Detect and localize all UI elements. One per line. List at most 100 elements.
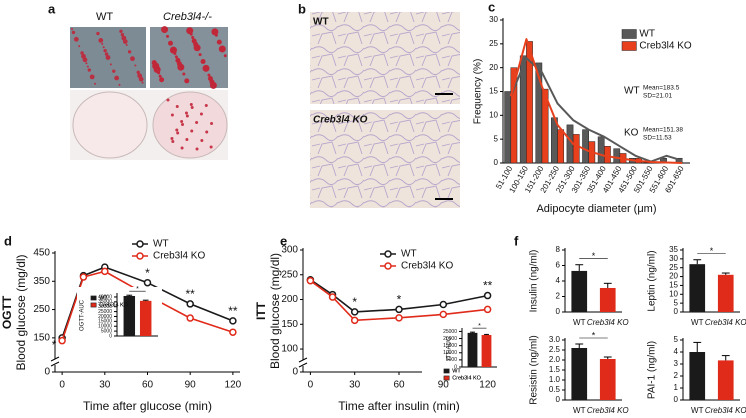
- x-axis-label: Time after glucose (min): [83, 399, 212, 413]
- stain-dot: [85, 62, 88, 65]
- data-point: [186, 300, 194, 308]
- y-tick-label: 15: [489, 87, 498, 96]
- y-tick-label: 30: [669, 254, 678, 263]
- bar: [689, 352, 706, 400]
- x-tick-label: 0: [59, 380, 65, 391]
- significance: *: [592, 251, 596, 261]
- stain-dot: [71, 28, 73, 30]
- fit-curve: [509, 57, 683, 163]
- stain-dot: [120, 33, 125, 37]
- stain-dot: [141, 81, 144, 84]
- dish: [152, 91, 228, 159]
- image-label: Creb3l4 KO: [313, 115, 368, 126]
- axis-break-mark: [50, 361, 60, 367]
- y-tick-label: 0.5: [549, 385, 561, 394]
- y-tick-label: 3.0: [549, 335, 561, 344]
- panel-b-images: [310, 12, 460, 208]
- y-tick-label: 25: [489, 39, 498, 48]
- stain-dot: [175, 105, 179, 108]
- stain-dot: [127, 50, 132, 54]
- series-line: [309, 279, 488, 313]
- stain-dot: [190, 129, 194, 133]
- y-tick-label: 2: [674, 371, 679, 380]
- x-tick-label: WT: [691, 406, 704, 415]
- y-axis-label: OGTT-AUC: [80, 299, 86, 331]
- legend-label: WT: [99, 295, 108, 301]
- panel-a-images: [70, 26, 228, 160]
- stain-dot: [94, 82, 97, 85]
- stain-dot: [189, 32, 193, 36]
- legend-label: Creb3l4 KO: [99, 302, 128, 308]
- stain-dot: [216, 39, 222, 45]
- stain-dot: [118, 83, 121, 86]
- legend-label: Creb3l4 KO: [99, 302, 128, 308]
- axis-break-mark: [298, 357, 308, 363]
- bar: [557, 129, 565, 164]
- stain-dot: [121, 35, 127, 41]
- data-point: [229, 317, 237, 325]
- stain-dot: [157, 71, 161, 75]
- stain-dot: [195, 121, 199, 124]
- y-tick-label: 4: [674, 347, 679, 356]
- stain-dot: [168, 40, 173, 46]
- panel-label: c: [488, 0, 495, 14]
- bar: [504, 91, 512, 164]
- y-tick-label: 10: [489, 110, 498, 119]
- y-tick-label: 20: [489, 63, 498, 72]
- legend-swatch: [621, 29, 637, 39]
- y-tick-label: 25: [669, 263, 678, 272]
- x-tick-label: 120: [225, 380, 242, 391]
- stain-dot: [195, 147, 199, 151]
- significance: *: [352, 295, 357, 309]
- stain-dot: [71, 30, 76, 35]
- x-tick-label: WT: [691, 318, 704, 327]
- y-tick-label: 35000: [98, 299, 112, 305]
- panel-label: d: [4, 233, 12, 248]
- stain-dot: [175, 128, 179, 132]
- stain-dot: [200, 58, 206, 64]
- x-tick-label: Creb3l4 KO: [705, 318, 746, 327]
- stat-text: SD=11.53: [643, 135, 672, 142]
- x-tick-label: 120: [479, 380, 496, 391]
- stain-dot: [125, 43, 128, 46]
- stain-dot: [89, 74, 95, 80]
- legend-label: Creb3l4 KO: [452, 375, 481, 381]
- bar: [571, 270, 588, 312]
- bar: [510, 67, 518, 164]
- y-tick-label: 10: [669, 289, 678, 298]
- y-tick-label: 0: [44, 367, 50, 378]
- bar: [604, 146, 611, 164]
- data-point: [350, 316, 359, 325]
- panel-label: e: [280, 233, 287, 248]
- stat-text: Mean=151.38: [643, 127, 683, 134]
- legend-label: WT: [99, 295, 108, 301]
- y-tick-label: 100: [281, 344, 298, 355]
- significance: *: [52, 338, 57, 352]
- y-tick-label: 150: [281, 319, 298, 330]
- data-point: [483, 305, 492, 314]
- data-point: [439, 300, 448, 309]
- bar: [599, 287, 616, 312]
- stain-dot: [98, 38, 104, 43]
- stain-dot: [102, 46, 105, 49]
- stain-dot: [207, 73, 211, 77]
- stain-dot: [204, 104, 208, 107]
- stain-dot: [80, 51, 84, 55]
- y-axis-label: Blood glucose (mg/dl): [268, 253, 282, 369]
- stain-dot: [184, 78, 190, 84]
- y-tick-label: 20000: [98, 314, 112, 320]
- axis-break: [51, 359, 59, 365]
- y-tick-label: 25000: [98, 309, 112, 315]
- stat-text: Mean=183.5: [643, 85, 680, 92]
- image-label: WT: [313, 17, 329, 28]
- y-axis-label: Blood glucose (mg/dl): [14, 254, 28, 370]
- y-tick-label: 5: [674, 335, 679, 344]
- x-tick-label: Creb3l4 KO: [705, 406, 746, 415]
- stain-dot: [199, 112, 203, 116]
- stain-dot: [103, 48, 107, 53]
- data-point: [350, 308, 359, 316]
- data-point: [229, 328, 237, 336]
- stain-dot: [104, 52, 109, 56]
- legend-label: WT: [401, 249, 417, 260]
